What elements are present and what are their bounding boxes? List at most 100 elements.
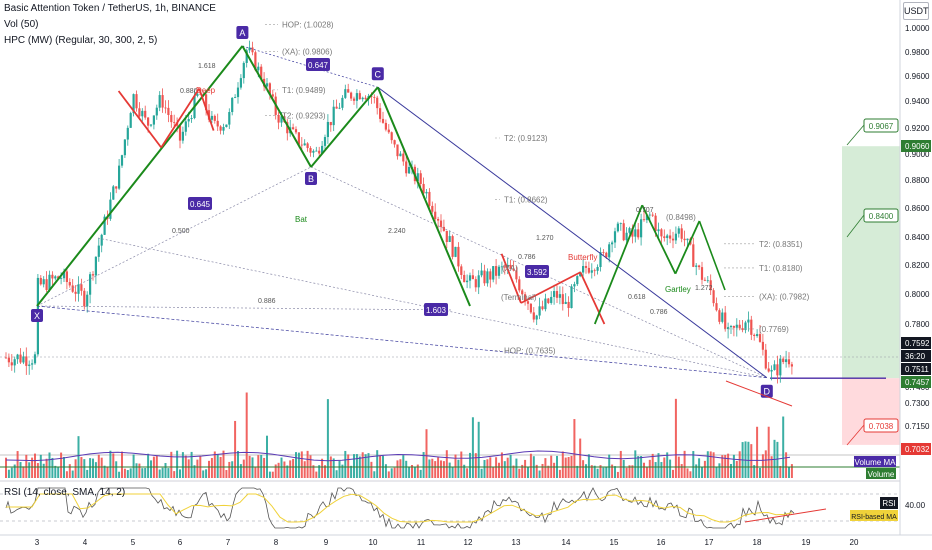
candle[interactable] bbox=[437, 219, 440, 221]
candle[interactable] bbox=[669, 235, 672, 239]
candle[interactable] bbox=[582, 266, 585, 273]
candle[interactable] bbox=[318, 150, 321, 154]
candle[interactable] bbox=[97, 245, 100, 257]
candle[interactable] bbox=[616, 223, 619, 232]
candle[interactable] bbox=[747, 319, 750, 323]
candle[interactable] bbox=[509, 264, 512, 270]
rsi-badge[interactable] bbox=[880, 497, 898, 509]
candle[interactable] bbox=[178, 125, 182, 141]
candle[interactable] bbox=[434, 211, 437, 220]
target-zone[interactable] bbox=[842, 146, 900, 379]
candle[interactable] bbox=[173, 122, 176, 123]
candle[interactable] bbox=[379, 108, 382, 119]
candle[interactable] bbox=[326, 121, 329, 138]
candle[interactable] bbox=[355, 93, 358, 101]
candle[interactable] bbox=[170, 115, 173, 123]
candle[interactable] bbox=[782, 358, 785, 363]
bat-leg-2[interactable] bbox=[310, 86, 379, 168]
rsi-divergence-line[interactable] bbox=[744, 508, 827, 523]
candle[interactable] bbox=[39, 277, 42, 285]
candle[interactable] bbox=[608, 244, 611, 258]
candle[interactable] bbox=[785, 359, 788, 363]
candle[interactable] bbox=[80, 284, 83, 291]
rsi-indicator-label[interactable]: RSI (14, close, SMA, 14, 2) bbox=[4, 487, 126, 498]
candle[interactable] bbox=[399, 153, 402, 157]
candle[interactable] bbox=[764, 349, 767, 369]
butterfly-leg-1[interactable] bbox=[520, 271, 581, 304]
candle[interactable] bbox=[576, 276, 579, 285]
candle[interactable] bbox=[42, 279, 45, 285]
candle[interactable] bbox=[674, 233, 677, 241]
candle[interactable] bbox=[260, 66, 263, 79]
candle[interactable] bbox=[77, 284, 80, 294]
candle[interactable] bbox=[196, 93, 199, 96]
candle[interactable] bbox=[442, 226, 445, 231]
candle[interactable] bbox=[57, 276, 60, 279]
volume-ma-badge[interactable] bbox=[854, 456, 896, 467]
candle[interactable] bbox=[732, 326, 735, 328]
gartley-leg-2[interactable] bbox=[674, 220, 701, 275]
candle[interactable] bbox=[126, 127, 129, 140]
candle[interactable] bbox=[306, 143, 309, 149]
candle[interactable] bbox=[216, 120, 219, 127]
candle[interactable] bbox=[709, 280, 712, 291]
candle[interactable] bbox=[89, 274, 92, 295]
candle[interactable] bbox=[245, 50, 248, 63]
point-d-label[interactable] bbox=[760, 384, 773, 398]
candle[interactable] bbox=[535, 315, 538, 320]
candle[interactable] bbox=[721, 312, 724, 322]
candle[interactable] bbox=[640, 219, 643, 238]
candle[interactable] bbox=[735, 324, 738, 328]
candle[interactable] bbox=[706, 280, 709, 282]
candle[interactable] bbox=[132, 94, 135, 114]
candle[interactable] bbox=[700, 267, 704, 280]
candle[interactable] bbox=[236, 87, 240, 98]
candle[interactable] bbox=[579, 272, 582, 277]
candle[interactable] bbox=[532, 312, 535, 320]
candle[interactable] bbox=[529, 303, 532, 313]
price-badge-entry[interactable] bbox=[901, 376, 931, 388]
candle[interactable] bbox=[497, 266, 501, 276]
candle[interactable] bbox=[486, 271, 489, 284]
candle[interactable] bbox=[120, 155, 124, 166]
candle[interactable] bbox=[631, 228, 634, 237]
candle[interactable] bbox=[787, 359, 791, 365]
candle[interactable] bbox=[445, 230, 448, 242]
candle[interactable] bbox=[651, 214, 654, 216]
candle[interactable] bbox=[315, 150, 318, 152]
candle[interactable] bbox=[242, 62, 245, 79]
candle[interactable] bbox=[376, 97, 379, 109]
candle[interactable] bbox=[109, 199, 112, 219]
candle[interactable] bbox=[332, 106, 335, 126]
candle[interactable] bbox=[593, 270, 596, 272]
candle[interactable] bbox=[431, 205, 434, 212]
candle[interactable] bbox=[564, 301, 567, 305]
candle[interactable] bbox=[503, 266, 506, 268]
candle[interactable] bbox=[599, 252, 602, 268]
candle[interactable] bbox=[474, 279, 477, 288]
candle[interactable] bbox=[71, 285, 74, 292]
candle[interactable] bbox=[402, 153, 405, 162]
candle[interactable] bbox=[515, 270, 518, 280]
candle[interactable] bbox=[7, 357, 10, 363]
candle[interactable] bbox=[425, 191, 428, 194]
candle[interactable] bbox=[167, 107, 170, 116]
candle[interactable] bbox=[309, 148, 312, 153]
candle[interactable] bbox=[460, 266, 463, 275]
candle[interactable] bbox=[10, 362, 13, 366]
candle[interactable] bbox=[698, 265, 701, 268]
candle[interactable] bbox=[312, 150, 315, 153]
bat-leg-cd-green[interactable] bbox=[376, 86, 471, 307]
candle[interactable] bbox=[561, 294, 564, 305]
candle[interactable] bbox=[187, 119, 190, 122]
candle[interactable] bbox=[657, 229, 660, 232]
candle[interactable] bbox=[213, 115, 216, 121]
currency-selector[interactable]: USDT bbox=[903, 2, 929, 20]
candle[interactable] bbox=[767, 368, 770, 372]
candle[interactable] bbox=[268, 83, 271, 95]
candle[interactable] bbox=[164, 107, 167, 109]
candle[interactable] bbox=[31, 363, 34, 365]
candle[interactable] bbox=[86, 294, 89, 307]
candle[interactable] bbox=[654, 215, 657, 232]
